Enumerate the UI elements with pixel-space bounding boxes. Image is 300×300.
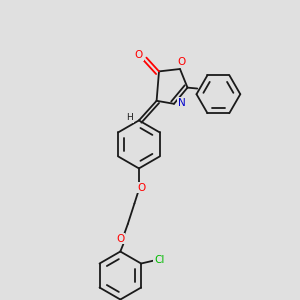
Text: O: O <box>135 50 143 60</box>
Text: Cl: Cl <box>154 255 164 265</box>
Text: O: O <box>178 57 186 68</box>
Text: O: O <box>137 183 146 193</box>
Text: O: O <box>116 234 124 244</box>
Text: H: H <box>127 113 133 122</box>
Text: N: N <box>178 98 185 108</box>
